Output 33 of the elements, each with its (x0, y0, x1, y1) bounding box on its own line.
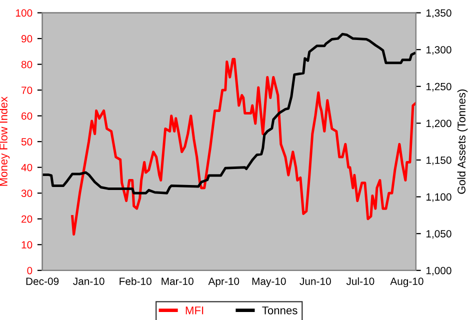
y-tick-label: 60 (22, 112, 32, 120)
y2-tick-label: 1,150 (426, 156, 452, 166)
y-tick-label: 30 (21, 190, 32, 197)
x-tick-label: Mar-10 (162, 278, 194, 285)
x-tick-label: Jan-10 (73, 278, 104, 285)
y-tick-label: 50 (21, 138, 32, 146)
y2-tick-label: 1,350 (426, 9, 452, 18)
line-series (42, 32, 416, 194)
x-tick-label: Apr-10 (208, 278, 240, 288)
x-tick-label: Aug-10 (390, 278, 424, 288)
legend-label: MFI (186, 306, 204, 314)
y2-tick-label: 1,100 (426, 193, 452, 202)
y2-tick-label: 1,200 (426, 120, 452, 128)
y-tick-label: 40 (21, 164, 32, 172)
y-tick-label: 90 (21, 35, 32, 42)
y2-tick-label: 1,000 (426, 266, 452, 276)
y2-tick-label: 1,250 (426, 82, 452, 92)
line-series (71, 58, 416, 236)
y-tick-label: 10 (22, 241, 32, 249)
y-tick-label: 70 (22, 86, 32, 94)
x-tick-label: Feb-10 (120, 277, 152, 285)
x-tick-label: Dec-09 (26, 278, 59, 285)
y2-tick-label: 1,300 (426, 46, 452, 55)
y2-axis-title: Gold Assets (Tonnes) (457, 89, 468, 194)
y-tick-label: 80 (21, 60, 32, 68)
legend-label: Tonnes (262, 306, 298, 314)
x-tick-label: Jun-10 (300, 278, 331, 285)
x-tick-label: May-10 (252, 278, 286, 288)
x-tick-label: Jul-10 (346, 277, 374, 285)
y2-tick-label: 1,050 (426, 230, 452, 239)
y-tick-label: 20 (22, 215, 32, 223)
y-tick-label: 100 (16, 9, 32, 17)
y-tick-label: 0 (27, 266, 32, 274)
